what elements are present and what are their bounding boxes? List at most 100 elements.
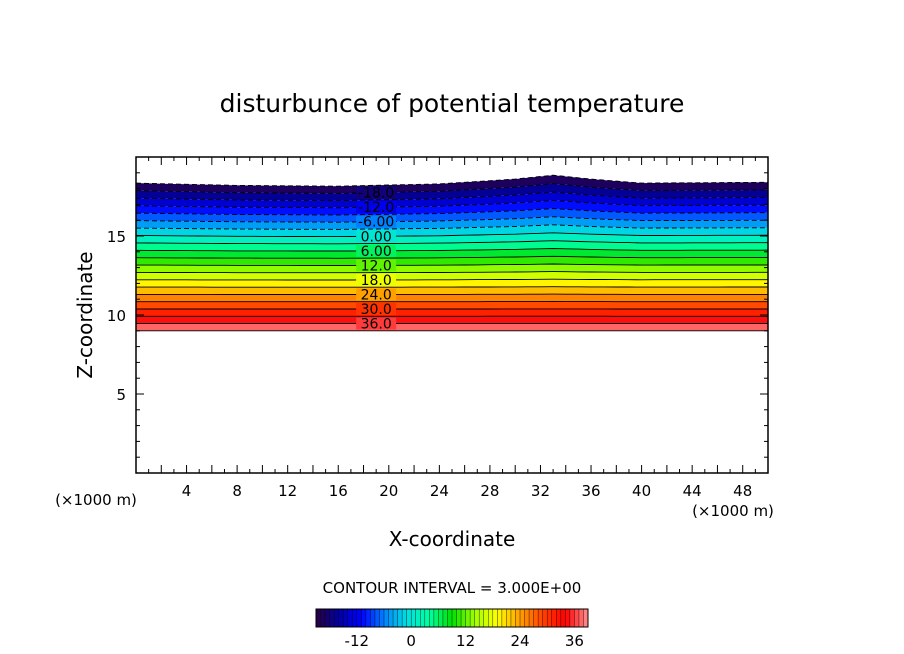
colorbar-cell <box>379 609 385 627</box>
contour-label-bg <box>356 259 397 272</box>
contour-label-bg <box>356 230 397 243</box>
colorbar-cell <box>447 609 453 627</box>
x-tick-label: 4 <box>182 482 192 500</box>
colorbar-cell <box>456 609 462 627</box>
contour-label: 0.00 <box>361 229 392 245</box>
colorbar-cell <box>365 609 371 627</box>
colorbar-cell <box>479 609 485 627</box>
colorbar-cell <box>438 609 444 627</box>
contour-label: 6.00 <box>361 244 392 260</box>
colorbar-cell <box>542 609 548 627</box>
colorbar-cell <box>533 609 539 627</box>
colorbar-cell <box>452 609 457 627</box>
colorbar-cell <box>374 609 380 627</box>
colorbar-cell <box>325 609 330 627</box>
colorbar-cell <box>334 609 339 627</box>
colorbar-cell <box>524 609 530 627</box>
contour-label: 36.0 <box>361 317 392 333</box>
contour-band <box>136 240 768 251</box>
colorbar-tick-label: -12 <box>345 632 370 650</box>
colorbar-cell <box>569 609 575 627</box>
contour-line <box>136 271 768 274</box>
x-tick-label: 12 <box>278 482 297 500</box>
colorbar-cell <box>429 609 435 627</box>
contour-lines <box>136 174 768 332</box>
contour-label: -6.00 <box>358 215 394 231</box>
x-tick-label: 40 <box>632 482 651 500</box>
contour-line <box>136 208 768 216</box>
contour-line <box>136 240 768 245</box>
contour-field <box>136 175 768 331</box>
y-tick-label: 15 <box>107 228 126 246</box>
contour-line <box>136 255 768 259</box>
x-tick-label: 36 <box>581 482 600 500</box>
x-unit-left: (×1000 m) <box>55 491 137 509</box>
y-tick-label: 10 <box>107 307 126 325</box>
colorbar-cell <box>461 609 466 627</box>
contour-line <box>136 248 768 252</box>
x-tick-label: 48 <box>733 482 752 500</box>
colorbar-cell <box>352 609 358 627</box>
colorbar-cell <box>510 609 516 627</box>
contour-band <box>136 308 768 317</box>
colorbar-cell <box>397 609 403 627</box>
y-axis-ticks: 5 10 15 <box>107 156 768 474</box>
colorbar-cell <box>529 609 534 627</box>
colorbar-cell <box>497 609 503 627</box>
contour-line <box>136 263 768 266</box>
y-axis-label: Z-coordinate <box>73 251 97 378</box>
contour-label: -18.0 <box>358 186 394 202</box>
contour-label-bg <box>356 244 397 257</box>
colorbar-cell <box>578 609 584 627</box>
contour-label-bg <box>356 215 397 228</box>
contour-label-bg <box>356 186 397 199</box>
contour-line <box>136 216 768 223</box>
colorbar-cell <box>433 609 439 627</box>
colorbar-cell <box>501 609 507 627</box>
contour-line <box>136 232 768 238</box>
colorbar-cell <box>556 609 562 627</box>
contour-band <box>136 323 768 331</box>
contour-band <box>136 294 768 302</box>
chart-title: disturbunce of potential temperature <box>220 89 685 118</box>
contour-band <box>136 216 768 230</box>
colorbar-frame <box>315 608 589 628</box>
colorbar-cell <box>506 609 512 627</box>
contour-line <box>136 174 768 187</box>
colorbar-tick-label: 12 <box>456 632 475 650</box>
contour-label: -12.0 <box>358 200 394 216</box>
colorbar-cell <box>393 609 398 627</box>
contour-band <box>136 264 768 273</box>
colorbar-cell <box>329 609 335 627</box>
colorbar-cell <box>574 609 580 627</box>
contour-label: 12.0 <box>361 258 392 274</box>
colorbar-cell <box>388 609 394 627</box>
colorbar-cell <box>406 609 412 627</box>
colorbar-tick-label: 36 <box>565 632 584 650</box>
colorbar-cell <box>470 609 475 627</box>
contour-interval-text: CONTOUR INTERVAL = 3.000E+00 <box>323 579 582 597</box>
contour-label-bg <box>356 317 397 330</box>
contour-band <box>136 279 768 288</box>
contour-labels: -18.0-12.0-6.000.006.0012.018.024.030.03… <box>356 186 397 333</box>
contour-band <box>136 175 768 194</box>
colorbar-cell <box>320 609 326 627</box>
x-tick-label: 8 <box>232 482 242 500</box>
contour-label-bg <box>356 201 397 214</box>
colorbar-cell <box>560 609 566 627</box>
x-tick-label: 20 <box>379 482 398 500</box>
colorbar-cell <box>316 609 321 627</box>
contour-line <box>136 224 768 230</box>
colorbar-cell <box>420 609 426 627</box>
x-unit-right: (×1000 m) <box>692 502 774 520</box>
colorbar-cell <box>492 609 498 627</box>
colorbar-cell <box>551 609 557 627</box>
contour-band <box>136 271 768 280</box>
colorbar-cell <box>411 609 417 627</box>
colorbar-cell <box>515 609 521 627</box>
contour-band <box>136 183 768 201</box>
contour-label: 30.0 <box>361 302 392 318</box>
x-axis-ticks: 4 8 12 16 20 24 28 32 36 40 44 48 <box>135 157 769 500</box>
colorbar-cell <box>361 609 367 627</box>
colorbar <box>315 608 589 628</box>
